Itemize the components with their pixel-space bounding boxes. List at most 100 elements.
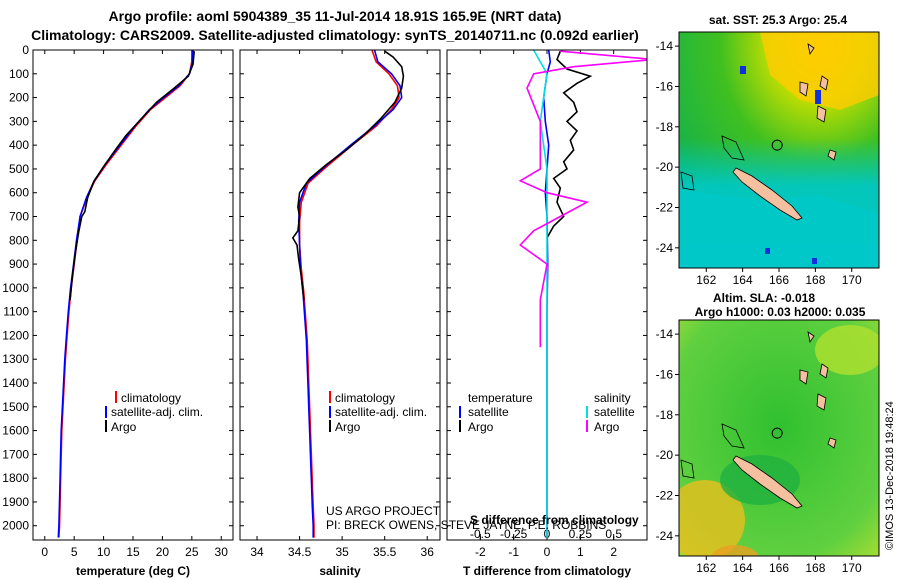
sst-pixel-blue xyxy=(812,258,817,264)
x-tick-label: -1 xyxy=(508,545,519,559)
map-y-tick-label: -24 xyxy=(656,529,674,543)
difference-profile-panel: -2 -1 0 1 2-0.5 -0.25 0 0.25 0.5T difference fro… xyxy=(446,49,648,578)
y-tick-label: 0 xyxy=(22,43,29,57)
x-tick-label: 20 xyxy=(156,545,170,559)
series-group xyxy=(518,50,647,538)
series-group xyxy=(57,50,195,538)
x-tick-label: 0 xyxy=(544,545,551,559)
s-tick-label: -0.25 xyxy=(500,527,528,541)
plot-area xyxy=(240,50,440,540)
map-y-tick-label: -20 xyxy=(656,160,674,174)
credit-pi: PI: BRECK OWENS, STEVE JAYNE, P.E. ROBBI… xyxy=(326,518,606,532)
map-y-tick-label: -16 xyxy=(656,79,674,93)
vanuatu-island xyxy=(799,369,809,385)
y-tick-label: 1200 xyxy=(2,328,29,342)
series-line-argo xyxy=(69,51,195,300)
imos-credit: ©IMOS 13-Dec-2018 19:48:24 xyxy=(884,401,896,550)
map-x-tick-label: 170 xyxy=(842,273,862,287)
sla-high-patch xyxy=(710,545,760,556)
y-tick-label: 600 xyxy=(9,186,29,200)
vanuatu-island xyxy=(807,43,815,56)
y-tick-label: 900 xyxy=(9,257,29,271)
x-tick-label: 30 xyxy=(215,545,229,559)
vanuatu-island xyxy=(819,75,829,91)
y-tick-label: 1800 xyxy=(2,471,29,485)
new-caledonia xyxy=(732,167,803,221)
map-x-tick-label: 166 xyxy=(769,273,789,287)
x-tick-label: 1 xyxy=(577,545,584,559)
sla-high-patch xyxy=(815,325,879,375)
y-tick-label: 1300 xyxy=(2,352,29,366)
legend-label-satellite: satellite-adj. clim. xyxy=(111,405,203,419)
x-tick-label: -2 xyxy=(475,545,486,559)
x-tick-label: 2 xyxy=(610,545,617,559)
reef-outline xyxy=(680,171,695,191)
reef-outline xyxy=(721,423,745,449)
series-group xyxy=(291,50,405,538)
sst-pixel-blue xyxy=(740,66,746,74)
x-tick-label: 35.5 xyxy=(373,545,397,559)
salinity-legend: climatology satellite-adj. clim. Argo xyxy=(329,391,427,434)
y-tick-label: 400 xyxy=(9,138,29,152)
figure-title-line2: Climatology: CARS2009. Satellite-adjuste… xyxy=(31,27,639,43)
map-y-tick-label: -20 xyxy=(656,448,674,462)
y-tick-label: 1600 xyxy=(2,424,29,438)
reef-outline xyxy=(680,459,695,479)
sst-map-title: sat. SST: 25.3 Argo: 25.4 xyxy=(709,13,848,27)
map-y-tick-label: -22 xyxy=(656,200,674,214)
x-tick-label: 34.5 xyxy=(288,545,312,559)
vanuatu-island xyxy=(799,81,809,97)
legend-label-t-argo: Argo xyxy=(468,420,494,434)
map-x-tick-label: 168 xyxy=(805,273,825,287)
sla-high-patch xyxy=(679,480,745,556)
sla-map-title-1: Altim. SLA: -0.018 xyxy=(713,291,815,305)
s-difference-title: S difference from climatology xyxy=(470,513,639,527)
series-line-satellite-adj-clim- xyxy=(297,50,403,538)
figure-title-line1: Argo profile: aoml 5904389_35 11-Jul-201… xyxy=(108,8,562,24)
x-axis-label: T difference from climatology xyxy=(463,564,631,578)
vanuatu-island xyxy=(819,363,829,379)
sst-cool-tongue xyxy=(679,190,879,268)
y-tick-label: 2000 xyxy=(2,519,29,533)
profile-location-marker xyxy=(771,427,783,439)
new-caledonia xyxy=(732,455,803,509)
y-tick-label: 100 xyxy=(9,67,29,81)
sst-coastline xyxy=(732,43,837,221)
reef-outline xyxy=(721,135,745,161)
series-line-argo xyxy=(291,50,405,300)
vanuatu-island xyxy=(827,437,837,449)
x-tick-label: 5 xyxy=(71,545,78,559)
profile-location-marker xyxy=(771,139,783,151)
y-tick-label: 1100 xyxy=(3,305,29,319)
difference-legend: temperature satellite Argo salinity sate… xyxy=(459,391,635,434)
map-y-tick-label: -16 xyxy=(656,367,674,381)
temperature-profile-panel: 0100200300400500600700800900100011001200… xyxy=(2,43,234,578)
y-tick-label: 1900 xyxy=(2,495,29,509)
x-tick-label: 36 xyxy=(421,545,435,559)
map-y-tick-label: -18 xyxy=(656,408,674,422)
legend-label-argo: Argo xyxy=(111,420,137,434)
map-x-tick-label: 164 xyxy=(733,273,753,287)
series-line-s-satellite xyxy=(533,50,548,538)
plot-frame xyxy=(239,49,441,541)
map-x-tick-label: 164 xyxy=(733,561,753,575)
y-tick-label: 300 xyxy=(9,114,29,128)
map-x-tick-label: 166 xyxy=(769,561,789,575)
plot-frame xyxy=(32,49,234,541)
salinity-profile-panel: 34 34.5 35 35.5 36 salinity xyxy=(239,49,441,578)
map-x-tick-label: 162 xyxy=(696,561,716,575)
y-tick-label: 700 xyxy=(9,210,29,224)
vanuatu-island xyxy=(816,393,827,411)
temperature-legend: climatology satellite-adj. clim. Argo xyxy=(105,391,203,434)
x-axis-label: temperature (deg C) xyxy=(76,564,190,578)
vanuatu-island xyxy=(827,149,837,161)
y-tick-label: 500 xyxy=(9,162,29,176)
x-tick-label: 25 xyxy=(185,545,199,559)
x-tick-label: 35 xyxy=(335,545,349,559)
y-tick-label: 1400 xyxy=(2,376,29,390)
map-y-tick-label: -24 xyxy=(656,241,674,255)
sla-map: Altim. SLA: -0.018 Argo h1000: 0.03 h200… xyxy=(656,291,880,575)
s-tick-label: 0.25 xyxy=(569,527,593,541)
x-axis-label: salinity xyxy=(319,564,361,578)
